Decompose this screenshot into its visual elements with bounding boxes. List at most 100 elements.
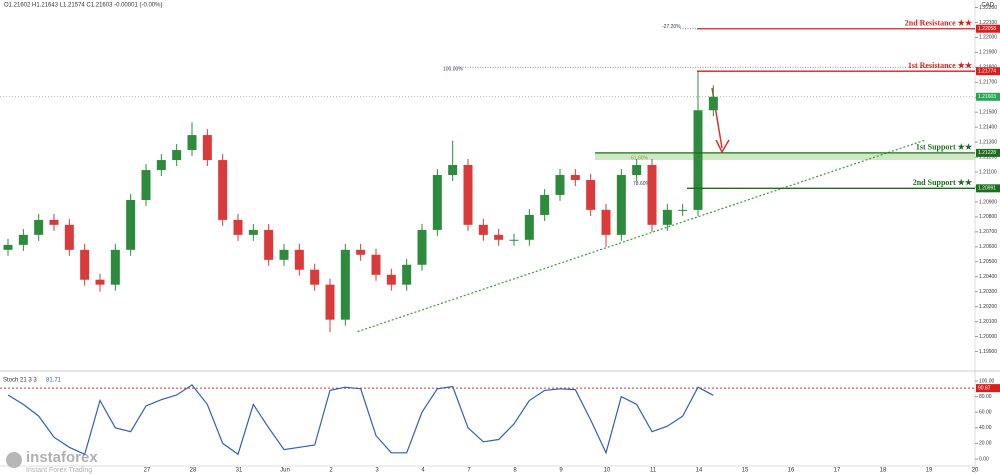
y-tick-label: 60.00	[979, 410, 992, 416]
level-badge	[976, 184, 1000, 193]
x-tick-label: 20	[972, 468, 979, 474]
x-tick-label: 18	[880, 468, 887, 474]
level-name: 2nd Resistance ★★	[905, 19, 973, 28]
y-tick-label: 1.22200	[979, 5, 997, 11]
candle-body	[708, 96, 718, 111]
current-price-label: 1.21603	[978, 94, 996, 100]
level-label: 1.21228	[978, 150, 996, 156]
y-tick-label: 80.00	[979, 394, 992, 400]
x-tick-label: 14	[696, 468, 703, 474]
x-tick-label: 3	[375, 468, 379, 474]
y-tick-label: 1.21200	[979, 154, 997, 160]
y-tick-label: 1.20600	[979, 244, 997, 250]
watermark: instaforex	[26, 449, 98, 466]
currency: CAD	[981, 3, 994, 9]
candle-body	[402, 264, 412, 285]
y-tick-label: 1.20300	[979, 289, 997, 295]
indicator-title: Stoch 21 3 3	[3, 378, 37, 384]
y-tick-label: 0.00	[979, 456, 989, 462]
candle-body	[570, 175, 580, 180]
y-tick-label: 1.21500	[979, 110, 997, 116]
y-tick-label: 1.20700	[979, 229, 997, 235]
candle-body	[540, 194, 550, 215]
candle-body	[371, 254, 381, 275]
y-tick-label: 1.20200	[979, 304, 997, 310]
x-tick-label: 28	[190, 468, 197, 474]
level-label: 1.21774	[978, 69, 996, 75]
x-tick-label: 2	[329, 468, 333, 474]
candle-body	[80, 249, 90, 280]
y-tick-label: 1.20500	[979, 259, 997, 265]
candle-body	[524, 214, 534, 240]
candle-body	[678, 209, 688, 211]
candle-body	[294, 249, 304, 270]
x-tick-label: 17	[834, 468, 841, 474]
y-tick-label: 1.19900	[979, 349, 997, 355]
x-tick-label: 7	[467, 468, 471, 474]
candle-body	[693, 110, 703, 210]
candle-body	[233, 219, 243, 235]
overbought-label: 90.87	[978, 385, 991, 391]
candle-body	[49, 219, 59, 225]
indicator-value: 81.71	[46, 378, 62, 384]
candle-body	[202, 135, 212, 161]
level-label: 1.20991	[978, 186, 996, 192]
fib-label: 78.60%	[633, 181, 651, 187]
candle-body	[386, 274, 396, 285]
candle-body	[126, 200, 136, 250]
y-tick-label: 1.21900	[979, 50, 997, 56]
stoch-line	[7, 384, 714, 456]
candle-body	[356, 249, 366, 255]
level-badge	[976, 24, 1000, 33]
y-tick-label: 1.20800	[979, 214, 997, 220]
support-zone	[595, 152, 975, 161]
candle-body	[432, 175, 442, 230]
candle-body	[187, 135, 197, 151]
y-tick-label: 40.00	[979, 425, 992, 431]
level-badge	[976, 67, 1000, 76]
candle-body	[463, 164, 473, 225]
y-tick-label: 1.21400	[979, 124, 997, 130]
level-name: 1st Resistance ★★	[908, 61, 973, 70]
logo	[6, 452, 22, 468]
candle-body	[494, 234, 504, 240]
candle-body	[156, 160, 166, 171]
x-tick-label: 27	[144, 468, 151, 474]
y-tick-label: 1.21700	[979, 80, 997, 86]
fib-label: 100.00%	[443, 67, 463, 73]
candle-body	[18, 234, 28, 245]
fib-label: -27.20%	[662, 24, 681, 30]
x-tick-label: 8	[513, 468, 517, 474]
y-tick-label: 1.20100	[979, 319, 997, 325]
candle-body	[509, 239, 519, 241]
candle-body	[279, 249, 289, 260]
candle-body	[34, 219, 44, 235]
x-tick-label: 9	[559, 468, 563, 474]
candle-body	[95, 279, 105, 285]
candle-body	[586, 179, 596, 210]
candle-body	[3, 244, 13, 250]
candle-body	[248, 229, 258, 235]
candle-body	[340, 249, 350, 320]
x-tick-label: 15	[742, 468, 749, 474]
y-tick-label: 1.20000	[979, 334, 997, 340]
candle-body	[616, 175, 626, 235]
level-name: 1st Support ★★	[916, 143, 973, 152]
candle-body	[310, 269, 320, 285]
candle-body	[601, 209, 611, 235]
y-tick-label: 1.22100	[979, 20, 997, 26]
level-label: 1.22058	[978, 26, 996, 32]
candle-body	[647, 164, 657, 225]
candle-body	[417, 229, 427, 265]
candle-body	[172, 150, 182, 161]
candle-body	[478, 224, 488, 235]
candle-body	[555, 175, 565, 195]
x-tick-label: 19	[926, 468, 933, 474]
ohlc-header: O1.21602 H1.21643 L1.21574 C1.21603 -0.0…	[4, 3, 162, 9]
x-tick-label: 4	[421, 468, 425, 474]
level-badge	[976, 148, 1000, 157]
y-tick-label: 1.21300	[979, 139, 997, 145]
x-tick-label: 31	[236, 468, 243, 474]
candle-body	[325, 284, 335, 320]
